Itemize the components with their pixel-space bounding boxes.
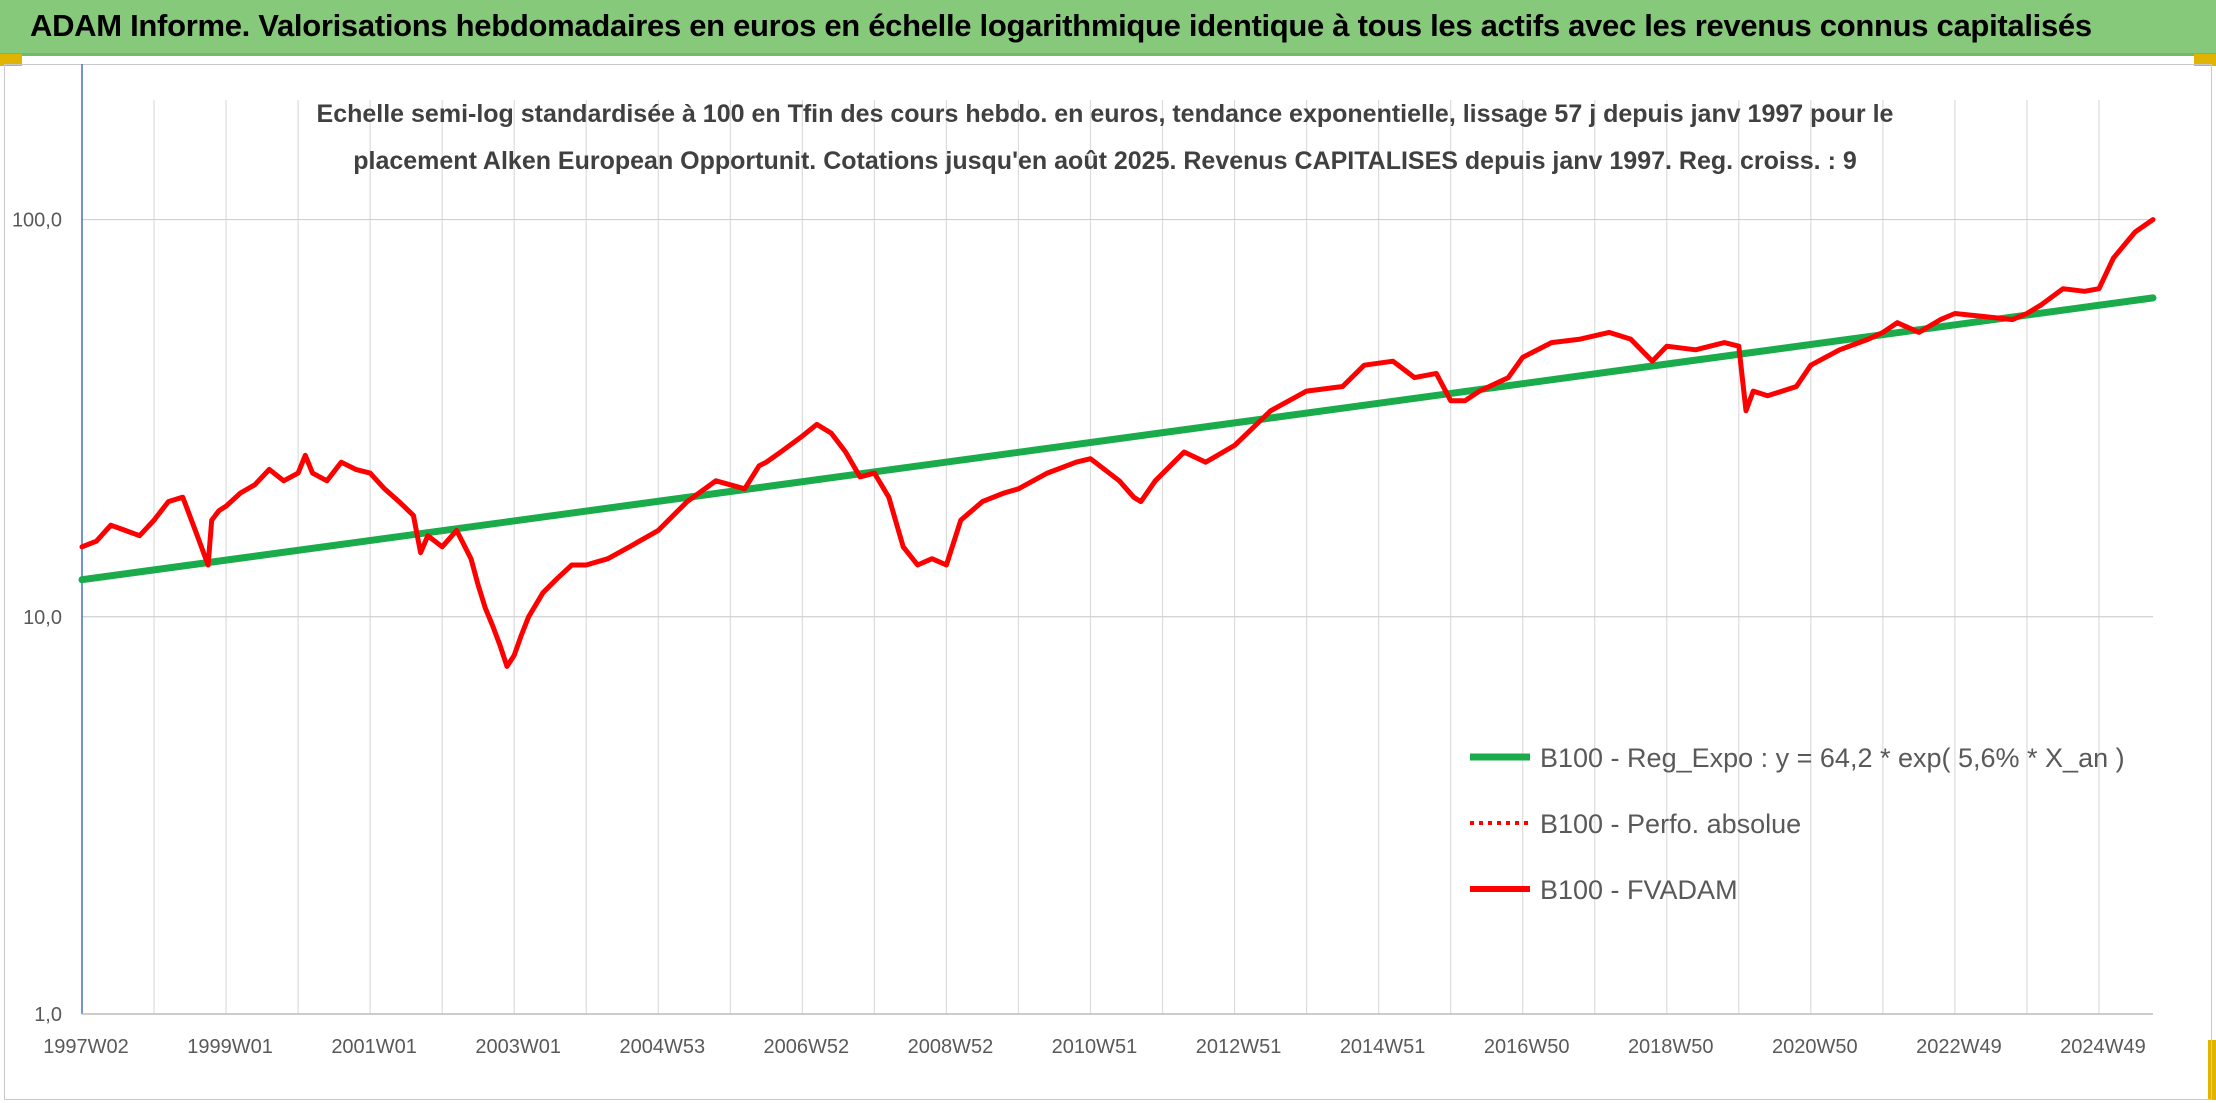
x-tick-label: 2012W51 xyxy=(1196,1036,1282,1058)
corner-mark-bottom-right xyxy=(2208,1040,2216,1100)
x-tick-label: 2001W01 xyxy=(331,1036,417,1058)
legend-label: B100 - FVADAM xyxy=(1540,875,1738,905)
chart-title-line-1: Echelle semi-log standardisée à 100 en T… xyxy=(317,100,1894,128)
x-tick-label: 2022W49 xyxy=(1916,1036,2002,1058)
header-banner: ADAM Informe. Valorisations hebdomadaire… xyxy=(0,0,2216,56)
x-tick-label: 2020W50 xyxy=(1772,1036,1858,1058)
x-tick-label: 1997W02 xyxy=(43,1036,129,1058)
legend: B100 - Reg_Expo : y = 64,2 * exp( 5,6% *… xyxy=(1470,743,2125,905)
legend-label: B100 - Reg_Expo : y = 64,2 * exp( 5,6% *… xyxy=(1540,743,2125,773)
header-title: ADAM Informe. Valorisations hebdomadaire… xyxy=(30,8,2092,43)
y-tick-label: 100,0 xyxy=(12,210,62,232)
series xyxy=(78,217,2157,669)
x-tick-label: 2008W52 xyxy=(908,1036,994,1058)
chart-title-line-2: placement Alken European Opportunit. Cot… xyxy=(353,147,1857,175)
x-tick-label: 2003W01 xyxy=(475,1036,561,1058)
series-line-regression xyxy=(78,294,2157,584)
corner-mark-left xyxy=(0,54,22,66)
x-tick-label: 2018W50 xyxy=(1628,1036,1714,1058)
x-tick-label: 2016W50 xyxy=(1484,1036,1570,1058)
y-tick-label: 1,0 xyxy=(34,1004,62,1026)
x-tick-label: 1999W01 xyxy=(187,1036,273,1058)
x-tick-label: 2024W49 xyxy=(2060,1036,2146,1058)
x-tick-label: 2014W51 xyxy=(1340,1036,1426,1058)
legend-label: B100 - Perfo. absolue xyxy=(1540,809,1801,839)
grid xyxy=(82,100,2153,1015)
corner-mark-right xyxy=(2194,54,2216,66)
series-line-fvadam xyxy=(79,217,2156,669)
x-tick-label: 2004W53 xyxy=(619,1036,705,1058)
x-tick-label: 2006W52 xyxy=(764,1036,850,1058)
axes: 1,0 10,0 100,0 1997W02 1999W01 2001W01 2003W01… xyxy=(12,64,2153,1058)
chart-frame xyxy=(4,64,2212,1100)
x-tick-label: 2010W51 xyxy=(1052,1036,1138,1058)
y-tick-label: 10,0 xyxy=(23,607,62,629)
